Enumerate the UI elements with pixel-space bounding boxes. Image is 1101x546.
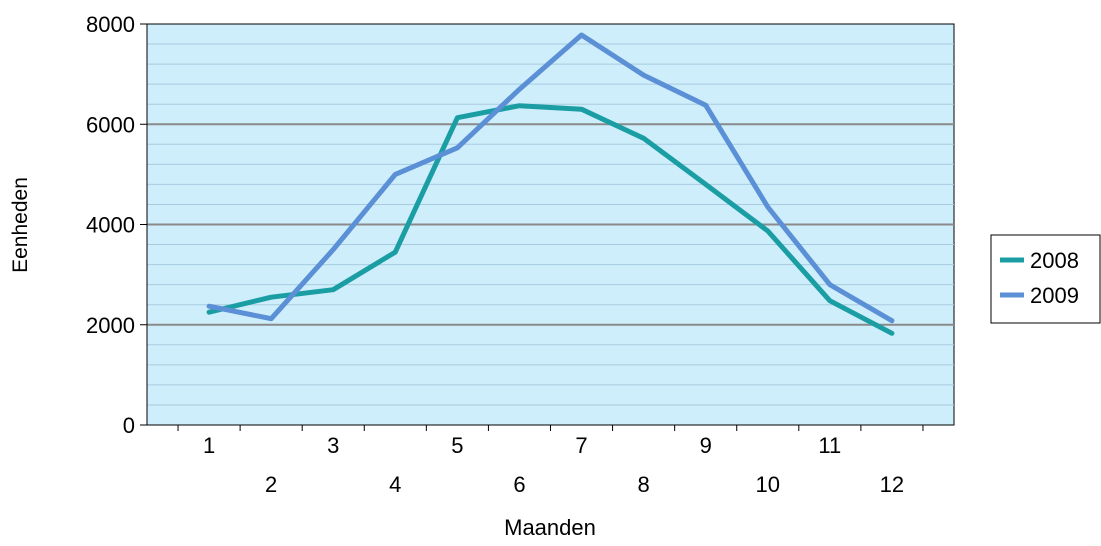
series-line-2009: [206, 32, 895, 324]
x-tick-label: 8: [637, 472, 649, 497]
x-tick-label: 12: [880, 472, 904, 497]
major-gridlines: [147, 123, 954, 326]
x-tick-label: 6: [513, 472, 525, 497]
x-tick-label: 11: [818, 433, 841, 458]
y-tick-label: 0: [123, 413, 135, 438]
y-axis: 0 2000 4000 6000 8000: [86, 12, 148, 438]
legend-label-2009: 2009: [1030, 283, 1079, 308]
minor-gridlines: [147, 43, 954, 406]
y-tick-label: 2000: [86, 313, 135, 338]
x-tick-label: 9: [700, 433, 712, 458]
y-tick-label: 8000: [86, 12, 135, 37]
y-tick-label: 6000: [86, 112, 135, 137]
legend-label-2008: 2008: [1030, 248, 1079, 273]
series-line-2008: [206, 103, 895, 336]
x-tick-label: 4: [389, 472, 401, 497]
y-tick-label: 4000: [86, 213, 135, 238]
x-tick-label: 3: [327, 433, 339, 458]
x-tick-label: 2: [265, 472, 277, 497]
x-tick-label: 7: [575, 433, 587, 458]
y-axis-label: Eenheden: [9, 177, 32, 273]
x-axis-label: Maanden: [504, 515, 596, 540]
legend-box: [990, 234, 1101, 324]
x-tick-label: 1: [203, 433, 215, 458]
x-tick-label: 5: [451, 433, 463, 458]
x-tick-label: 10: [756, 472, 780, 497]
series-lines: [206, 32, 895, 336]
legend: 2008 2009: [990, 234, 1101, 324]
